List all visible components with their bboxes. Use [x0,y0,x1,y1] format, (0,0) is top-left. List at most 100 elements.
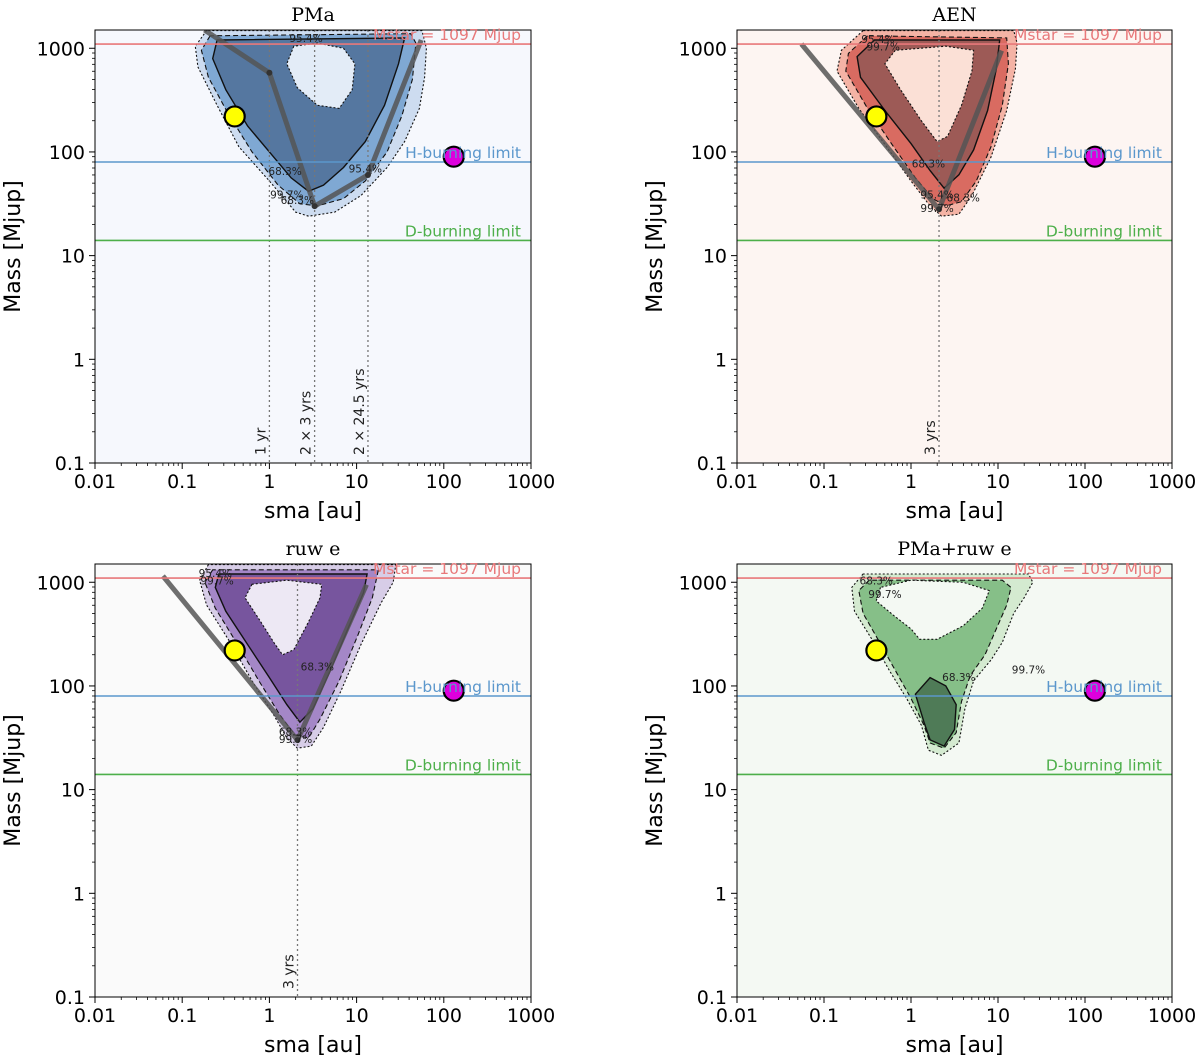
contour-label: 95.4% [349,164,382,176]
contour-label: 95.4% [920,190,953,202]
contour-core-region [875,579,991,640]
x-tick-label: 1 [263,1005,275,1027]
x-tick-label: 0.1 [167,471,197,493]
contour-core-region [286,42,356,109]
x-tick-label: 1000 [507,1005,555,1027]
x-tick-label: 100 [426,1005,462,1027]
y-tick-label: 100 [691,676,727,698]
panel-title: AEN [931,4,976,26]
period-label: 1 yr [253,427,269,455]
sensitivity-vertex [364,171,371,178]
x-tick-label: 1000 [1148,471,1196,493]
marker-magenta [1083,679,1107,702]
contour-label: 68.3% [942,672,975,684]
limit-label: Mstar = 1097 Mjup [373,560,521,578]
y-tick-label: 10 [703,246,727,268]
y-axis-label: Mass [Mjup] [643,180,668,313]
panel-title: PMa [291,4,335,26]
period-label: 3 yrs [923,420,939,455]
period-label: 2 × 3 yrs [299,391,315,455]
y-tick-label: 100 [691,142,727,164]
y-tick-label: 0.1 [55,987,85,1009]
y-tick-label: 0.1 [697,453,727,475]
marker-yellow [223,105,246,128]
x-tick-label: 0.1 [167,1005,197,1027]
sensitivity-vertex [266,69,273,76]
y-tick-label: 100 [49,676,85,698]
x-tick-label: 1000 [1148,1005,1196,1027]
x-tick-label: 1 [905,471,917,493]
contour-label: 99.7% [1012,665,1045,677]
limit-label: Mstar = 1097 Mjup [373,26,521,44]
x-tick-label: 1 [905,1005,917,1027]
limit-label: D-burning limit [1046,756,1162,774]
plot-frame [94,29,532,464]
x-tick-label: 100 [1067,471,1103,493]
plot-area [737,573,1172,776]
y-axis-label: Mass [Mjup] [1,180,26,313]
y-tick-label: 1 [715,349,727,371]
panel-aen: Mstar = 1097 Mjup H-burning limit D-burnin… [643,4,1196,524]
contour-label: 99.7% [866,41,899,53]
panel-pma-ruwe: Mstar = 1097 Mjup H-burning limit D-burnin… [643,538,1196,1057]
contour-label: 99.7% [270,190,303,202]
panel-ruwe: Mstar = 1097 Mjup H-burning limit D-burnin… [1,538,555,1057]
plot-area [95,30,531,463]
marker-yellow [865,105,888,128]
x-tick-label: 0.1 [809,1005,839,1027]
contour-label: 68.3% [912,158,945,170]
y-tick-label: 0.1 [697,987,727,1009]
x-tick-label: 0.01 [716,1005,758,1027]
panel-title: PMa+ruw e [897,538,1011,560]
marker-yellow [223,639,246,662]
y-tick-label: 1 [715,883,727,905]
x-tick-label: 10 [345,471,369,493]
panel-pma: Mstar = 1097 Mjup H-burning limit D-burnin… [1,4,555,524]
limit-label: H-burning limit [405,144,521,162]
x-tick-label: 0.1 [809,471,839,493]
contour-label: 99.7% [279,734,312,746]
y-axis-label: Mass [Mjup] [1,714,26,847]
y-tick-label: 10 [703,780,727,802]
x-tick-label: 0.01 [74,471,116,493]
contour-label: 68.3% [281,195,314,207]
contour-label: 99.7% [920,203,953,215]
y-tick-label: 100 [49,142,85,164]
contour-68-3-region [914,676,957,747]
contour-label: 95.4% [289,33,322,45]
panel-title: ruw e [286,538,341,560]
x-tick-label: 0.01 [716,471,758,493]
plot-area [95,564,531,997]
contour-label: 68.3% [301,661,334,673]
marker-yellow [865,639,888,662]
limit-label: H-burning limit [1046,678,1162,696]
limit-label: H-burning limit [1046,144,1162,162]
x-tick-label: 10 [986,471,1010,493]
limit-label: Mstar = 1097 Mjup [1014,560,1162,578]
x-axis-label: sma [au] [906,1033,1004,1057]
contour-label: 68.3% [947,193,980,205]
limit-label: H-burning limit [405,678,521,696]
plot-frame [736,29,1173,464]
y-tick-label: 10 [61,780,85,802]
x-tick-label: 1000 [507,471,555,493]
contour-label: 95.4% [199,568,232,580]
plot-area [737,30,1172,463]
contour-label: 95.4% [861,34,894,46]
y-tick-label: 1000 [679,38,727,60]
plot-frame [736,563,1173,998]
period-label: 3 yrs [281,954,297,989]
x-tick-label: 100 [426,471,462,493]
y-axis-label: Mass [Mjup] [643,714,668,847]
marker-magenta [1083,145,1107,168]
limit-label: D-burning limit [1046,222,1162,240]
x-tick-label: 100 [1067,1005,1103,1027]
plot-frame [94,563,532,998]
contour-95-4-region [858,579,1012,749]
limit-label: Mstar = 1097 Mjup [1014,26,1162,44]
sensitivity-vertex [936,206,943,213]
contour-label: 68.3% [268,166,301,178]
y-tick-label: 1000 [37,38,85,60]
marker-magenta [442,145,465,168]
